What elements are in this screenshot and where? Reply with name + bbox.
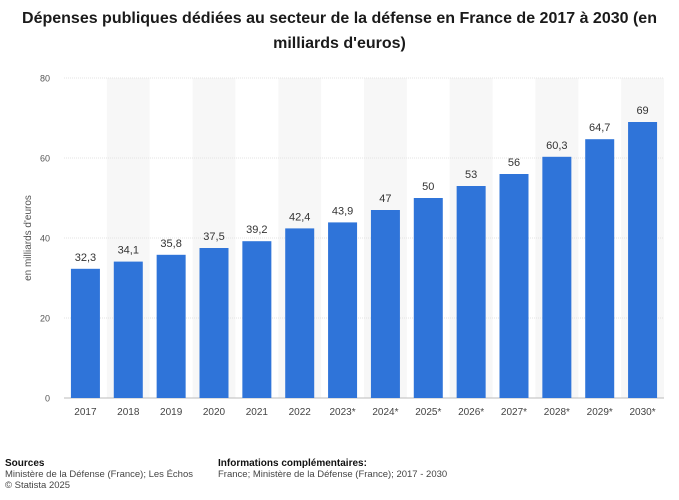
bar [328,222,358,398]
value-label: 43,9 [332,205,353,217]
x-tick-label: 2018 [117,407,140,418]
bar [199,248,229,398]
x-axis-labels: 2017 2018 2019 2020 2021 2022 2023* 2024* 2025* 2… [74,407,655,418]
value-label: 69 [636,105,648,117]
x-tick-label: 2019 [160,407,183,418]
x-tick-label: 2029* [587,407,613,418]
value-label: 34,1 [118,245,139,257]
y-tick-label: 40 [40,234,50,244]
bar [156,254,186,398]
x-tick-label: 2020 [203,407,226,418]
bar [370,210,400,398]
bar [70,268,100,398]
bar [285,228,315,398]
x-tick-label: 2024* [372,407,398,418]
bar [242,241,272,398]
x-tick-label: 2025* [415,407,441,418]
y-tick-label: 0 [45,394,50,404]
x-tick-label: 2028* [544,407,570,418]
value-label: 47 [379,193,391,205]
value-label: 35,8 [160,238,181,250]
info-heading: Informations complémentaires: [218,458,367,469]
bars [70,122,658,398]
sources-block: Sources Ministère de la Défense (France)… [5,458,193,480]
y-tick-label: 20 [40,314,50,324]
chart-title: Dépenses publiques dédiées au secteur de… [22,10,657,52]
bar [113,261,143,398]
x-tick-label: 2017 [74,407,97,418]
value-label: 42,4 [289,211,310,223]
y-tick-label: 60 [40,154,50,164]
x-tick-label: 2021 [246,407,269,418]
bar [542,156,572,398]
y-tick-label: 80 [40,74,50,84]
value-label: 32,3 [75,252,96,264]
x-tick-label: 2023* [330,407,356,418]
value-label: 56 [508,157,520,169]
sources-text: Ministère de la Défense (France); Les Éc… [5,469,193,480]
value-label: 37,5 [203,231,224,243]
copyright: © Statista 2025 [5,480,71,491]
info-text: France; Ministère de la Défense (France)… [218,469,448,480]
bar [499,174,529,398]
value-label: 60,3 [546,140,567,152]
x-tick-label: 2027* [501,407,527,418]
value-label: 50 [422,181,434,193]
y-axis-label: en milliards d'euros [23,195,34,281]
bar [413,198,443,398]
bar [628,122,658,398]
value-label: 39,2 [246,224,267,236]
bar [585,139,615,398]
value-labels: 32,3 34,1 35,8 37,5 39,2 42,4 43,9 47 50 53 56 60,3… [75,105,649,264]
x-tick-label: 2026* [458,407,484,418]
x-tick-label: 2022 [289,407,312,418]
value-label: 64,7 [589,122,610,134]
value-label: 53 [465,169,477,181]
sources-heading: Sources [5,458,45,469]
info-block: Informations complémentaires: France; Mi… [218,458,447,480]
bar [456,186,486,398]
x-tick-label: 2030* [630,407,656,418]
y-axis-ticks: 0 20 40 60 80 [40,74,50,404]
